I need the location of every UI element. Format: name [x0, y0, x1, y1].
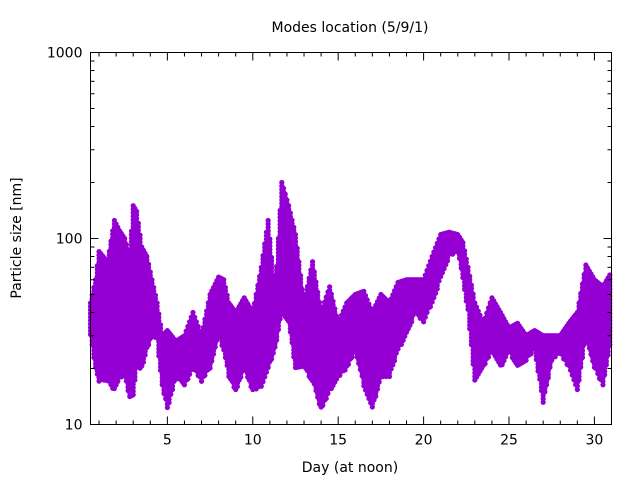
- data-point: [373, 393, 379, 399]
- data-point: [376, 379, 382, 385]
- data-point: [181, 382, 188, 388]
- data-point: [185, 376, 191, 382]
- data-point: [391, 358, 398, 364]
- data-point: [374, 386, 381, 392]
- data-point: [369, 404, 375, 410]
- data-point: [274, 337, 280, 343]
- data-point: [168, 391, 174, 397]
- data-point: [169, 386, 176, 393]
- data-point: [345, 361, 352, 367]
- data-point: [234, 383, 241, 390]
- data-point: [409, 319, 415, 325]
- data-point: [277, 316, 283, 322]
- data-point: [145, 342, 152, 348]
- data-point: [209, 358, 215, 364]
- data-point: [202, 372, 208, 378]
- data-point: [212, 344, 218, 350]
- data-point: [142, 352, 148, 358]
- data-point: [130, 392, 136, 398]
- data-point: [258, 383, 264, 389]
- data-point: [166, 400, 172, 406]
- data-point: [140, 359, 147, 365]
- data-point: [132, 377, 138, 383]
- data-point: [420, 319, 427, 325]
- data-point: [270, 350, 276, 356]
- data-point: [238, 374, 244, 380]
- data-point: [164, 404, 170, 411]
- data-point: [427, 304, 434, 310]
- x-axis-label: Day (at noon): [302, 460, 398, 476]
- data-points: [87, 179, 613, 411]
- data-point: [424, 309, 430, 316]
- data-point: [268, 356, 275, 362]
- data-point: [186, 371, 193, 377]
- data-point: [210, 351, 217, 357]
- data-point: [262, 374, 268, 380]
- data-point: [275, 326, 282, 333]
- data-point: [422, 314, 428, 320]
- data-point: [320, 402, 326, 408]
- data-point: [272, 344, 278, 350]
- data-point: [386, 373, 393, 380]
- data-point: [325, 390, 331, 397]
- data-point: [349, 354, 355, 360]
- data-point: [207, 365, 213, 371]
- y-axis-label: Particle size [nm]: [9, 177, 25, 298]
- chart-title: Modes location (5/9/1): [272, 20, 429, 36]
- data-point: [198, 378, 205, 384]
- data-point: [323, 395, 329, 402]
- data-point: [263, 369, 270, 375]
- data-point: [265, 364, 271, 371]
- data-point: [260, 379, 266, 385]
- data-point: [115, 378, 121, 384]
